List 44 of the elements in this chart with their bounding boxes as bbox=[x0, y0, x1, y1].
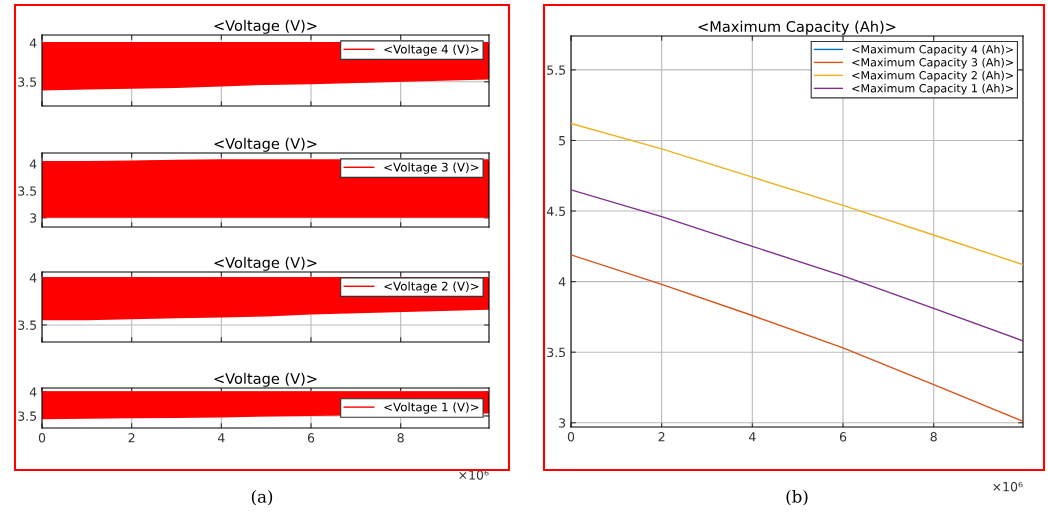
y-tick-label: 5 bbox=[559, 136, 566, 146]
legend-label: <Maximum Capacity 2 (Ah)> bbox=[852, 70, 1013, 82]
y-tick-label: 4 bbox=[29, 273, 37, 283]
y-tick-label: 4 bbox=[29, 38, 37, 48]
x-tick-label: 0 bbox=[38, 433, 46, 443]
y-tick-label: 4 bbox=[29, 159, 37, 169]
chart-title: <Voltage (V)> bbox=[214, 19, 317, 34]
legend-label: <Voltage 4 (V)> bbox=[384, 44, 479, 56]
x-tick-label: 2 bbox=[658, 432, 665, 442]
x-tick-label: 8 bbox=[397, 433, 404, 443]
legend-label: <Voltage 3 (V)> bbox=[384, 162, 479, 174]
legend-label: <Voltage 2 (V)> bbox=[384, 281, 479, 293]
chart-title: <Voltage (V)> bbox=[214, 256, 317, 271]
y-tick-label: 5.5 bbox=[547, 65, 566, 75]
chart-title: <Voltage (V)> bbox=[214, 137, 317, 152]
x-tick-label: 4 bbox=[217, 433, 225, 443]
line-series bbox=[571, 122, 1023, 266]
x-tick-label: 0 bbox=[567, 432, 575, 442]
chart-title: <Maximum Capacity (Ah)> bbox=[698, 20, 896, 35]
y-tick-label: 4 bbox=[29, 387, 37, 397]
line-series bbox=[571, 189, 1023, 342]
x-tick-label: 6 bbox=[307, 433, 315, 443]
legend-label: <Maximum Capacity 1 (Ah)> bbox=[852, 83, 1013, 95]
text: (a) bbox=[251, 489, 273, 506]
text: (b) bbox=[786, 489, 808, 506]
x-tick-label: 4 bbox=[748, 432, 756, 442]
y-tick-label: 3.5 bbox=[18, 411, 37, 421]
y-tick-label: 4 bbox=[558, 277, 566, 287]
y-tick-label: 3 bbox=[559, 418, 566, 428]
text: ×10⁶ bbox=[993, 481, 1023, 492]
y-tick-label: 3.5 bbox=[547, 347, 566, 358]
chart-title: <Voltage (V)> bbox=[214, 372, 317, 387]
line-series bbox=[571, 254, 1023, 423]
legend-label: <Voltage 1 (V)> bbox=[384, 402, 479, 414]
y-tick-label: 3.5 bbox=[18, 77, 37, 87]
y-tick-label: 3.5 bbox=[18, 186, 37, 196]
x-tick-label: 2 bbox=[128, 433, 135, 443]
legend-label: <Maximum Capacity 3 (Ah)> bbox=[852, 57, 1013, 69]
y-tick-label: 3 bbox=[30, 213, 37, 223]
y-tick-label: 3.5 bbox=[18, 320, 37, 330]
x-tick-label: 6 bbox=[839, 432, 847, 442]
y-tick-label: 4.5 bbox=[546, 206, 566, 216]
legend-label: <Maximum Capacity 4 (Ah)> bbox=[852, 44, 1013, 56]
x-tick-label: 8 bbox=[930, 432, 937, 442]
